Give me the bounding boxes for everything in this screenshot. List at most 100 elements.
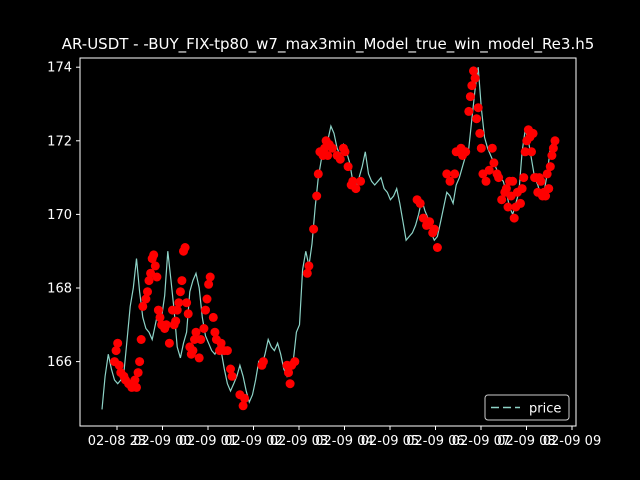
signal-marker (517, 184, 527, 194)
signal-marker (113, 338, 123, 348)
signal-marker (469, 66, 478, 76)
signal-marker (415, 198, 425, 208)
signal-marker (201, 305, 210, 315)
chart-title: AR-USDT - -BUY_FIX-tp80_w7_max3min_Model… (62, 35, 595, 54)
signal-marker (216, 338, 226, 348)
signal-marker (135, 357, 145, 367)
signal-marker (188, 346, 198, 356)
signal-marker (527, 147, 536, 157)
signal-marker (356, 176, 366, 186)
signal-marker (323, 151, 333, 160)
signal-marker (473, 103, 483, 113)
signal-marker (484, 165, 494, 175)
signal-marker (519, 173, 529, 183)
signal-marker (313, 169, 323, 179)
signal-marker (536, 176, 546, 186)
signal-marker (133, 368, 143, 378)
signal-marker (152, 272, 162, 282)
signal-marker (194, 353, 204, 363)
legend: price (484, 394, 570, 421)
signal-marker (290, 357, 300, 367)
y-tick-label: 166 (47, 355, 72, 370)
signal-marker (171, 316, 181, 326)
signal-marker (547, 151, 557, 160)
x-tick-label: 02-09 08 (497, 434, 555, 449)
signal-marker (180, 243, 190, 252)
x-tick-label: 02-09 06 (406, 434, 464, 449)
signal-marker (542, 169, 552, 179)
signal-marker (191, 327, 201, 337)
signal-marker (155, 312, 165, 322)
signal-marker (138, 301, 148, 311)
signal-marker (183, 309, 193, 319)
signal-marker (208, 312, 218, 322)
signal-marker (548, 143, 558, 153)
x-tick-label: 02-09 02 (224, 434, 282, 449)
signal-marker (190, 335, 199, 344)
signal-marker (258, 357, 268, 367)
signal-marker (476, 143, 486, 153)
signal-marker (528, 128, 538, 138)
x-tick-label: 02-09 07 (452, 434, 510, 449)
signal-marker (136, 335, 146, 344)
signal-marker (150, 261, 160, 271)
signal-marker (503, 202, 513, 212)
signal-marker (442, 169, 452, 179)
signal-marker (204, 279, 214, 289)
signal-marker (497, 195, 507, 205)
signal-marker (210, 327, 220, 337)
signal-marker (144, 276, 154, 286)
x-tick-label: 02-09 03 (270, 434, 328, 449)
signal-marker (351, 184, 361, 194)
signal-marker (340, 147, 350, 157)
signal-marker (461, 147, 471, 157)
signal-marker (153, 305, 163, 315)
x-tick-label: 02-08 23 (88, 434, 146, 449)
signal-marker (335, 154, 345, 164)
signal-marker (348, 176, 358, 186)
x-tick-label: 02-09 01 (179, 434, 237, 449)
signal-marker (309, 224, 319, 234)
signal-marker (304, 261, 314, 271)
y-tick-label: 172 (47, 134, 72, 149)
x-tick-label: 02-09 05 (361, 434, 419, 449)
signal-marker (509, 213, 519, 223)
signal-marker (172, 305, 182, 315)
signal-marker (222, 346, 232, 356)
signal-marker (544, 184, 554, 194)
signal-marker (226, 364, 235, 374)
signal-marker (501, 184, 511, 194)
y-axis: 166 168 170 172 174 (47, 61, 80, 370)
signal-marker (481, 176, 491, 186)
axes-frame (79, 57, 577, 427)
signal-marker (114, 360, 124, 370)
signal-marker (238, 401, 248, 411)
signal-marker (508, 176, 518, 186)
signal-marker (285, 379, 295, 389)
signal-marker (143, 287, 152, 297)
signal-marker (472, 114, 482, 124)
signal-marker (196, 335, 206, 344)
signal-marker (205, 272, 215, 282)
signal-marker (130, 375, 140, 385)
signal-marker (487, 143, 497, 153)
y-tick-label: 168 (47, 282, 72, 297)
signal-marker (199, 324, 209, 333)
signal-marker (132, 382, 141, 392)
plot-area (101, 66, 560, 411)
signal-marker (343, 162, 353, 172)
signal-marker (161, 320, 171, 330)
x-tick-label: 02-09 00 (133, 434, 191, 449)
signal-marker (545, 162, 555, 172)
signal-marker (467, 81, 477, 91)
signal-marker (302, 268, 312, 278)
signal-marker (475, 128, 485, 138)
signal-marker (494, 173, 504, 183)
signal-marker (240, 393, 250, 403)
signal-marker (541, 191, 551, 201)
signal-marker (550, 136, 560, 146)
signal-marker (177, 276, 187, 286)
signal-marker (445, 176, 455, 186)
signal-marker (111, 346, 121, 356)
